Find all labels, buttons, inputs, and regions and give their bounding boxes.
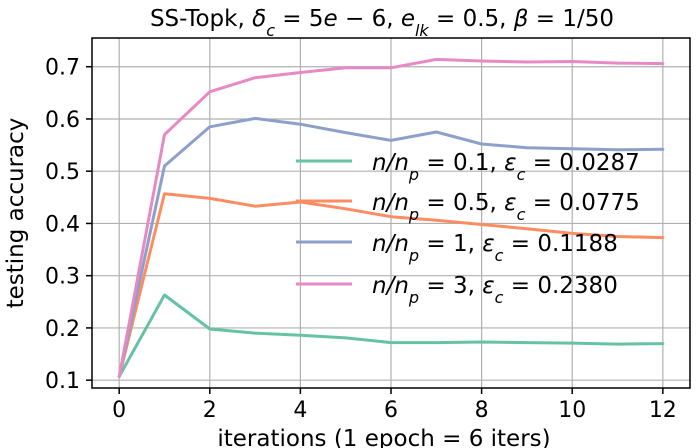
y-tick-label-1: 0.2 bbox=[45, 317, 80, 342]
y-tick-label-3: 0.4 bbox=[45, 212, 80, 237]
x-tick-label-1: 2 bbox=[203, 398, 217, 423]
y-axis-title: testing accuracy bbox=[3, 118, 29, 309]
x-tick-label-2: 4 bbox=[293, 398, 307, 423]
legend-label-4: n/np = 3, εc = 0.2380 bbox=[372, 273, 618, 307]
y-tick-label-5: 0.6 bbox=[45, 108, 80, 133]
legend-label-1: n/np = 0.1, εc = 0.0287 bbox=[372, 150, 640, 184]
plot-lines bbox=[117, 57, 665, 378]
x-tick-label-6: 12 bbox=[649, 398, 677, 423]
y-tick-label-0: 0.1 bbox=[45, 369, 80, 394]
y-tick-label-2: 0.3 bbox=[45, 265, 80, 290]
chart-title: SS-Topk, δc = 5e − 6, elk = 0.5, β = 1/5… bbox=[150, 6, 614, 40]
x-tick-label-3: 6 bbox=[384, 398, 398, 423]
legend-label-3: n/np = 1, εc = 0.1188 bbox=[372, 231, 618, 265]
y-axis-ticks: 0.1 0.2 0.3 0.4 0.5 0.6 0.7 bbox=[45, 56, 92, 394]
x-axis-title: iterations (1 epoch = 6 iters) bbox=[217, 426, 550, 448]
series-line-1 bbox=[117, 293, 665, 378]
x-tick-label-5: 10 bbox=[558, 398, 586, 423]
y-tick-label-6: 0.7 bbox=[45, 56, 80, 81]
x-axis-ticks: 0 2 4 6 8 10 12 bbox=[112, 388, 677, 423]
series-line-4 bbox=[117, 57, 665, 378]
legend-label-2: n/np = 0.5, εc = 0.0775 bbox=[372, 190, 640, 224]
legend: n/np = 0.1, εc = 0.0287 n/np = 0.5, εc =… bbox=[296, 150, 640, 307]
x-tick-label-0: 0 bbox=[112, 398, 126, 423]
series-line-3 bbox=[117, 116, 665, 378]
x-tick-label-4: 8 bbox=[475, 398, 489, 423]
series-line-2 bbox=[117, 192, 665, 378]
y-tick-label-4: 0.5 bbox=[45, 160, 80, 185]
